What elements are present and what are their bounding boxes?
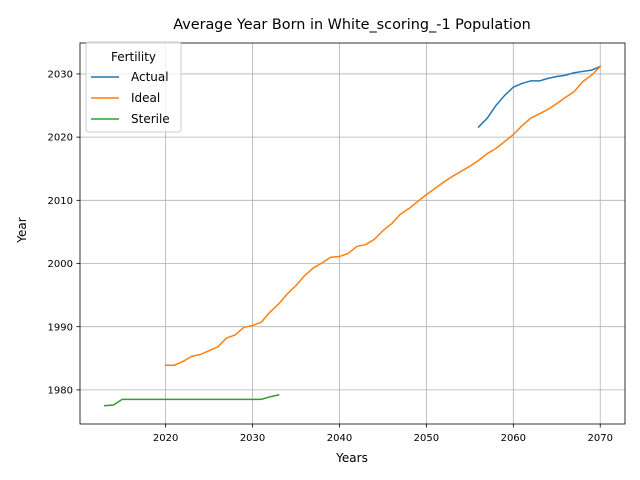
- series-line-actual: [477, 65, 602, 129]
- y-axis: 1980 1990 2000 2010 2020 2030: [48, 70, 80, 396]
- y-tick-label: 1980: [48, 385, 73, 396]
- x-axis: 2020 2030 2040 2050 2060 2070: [153, 424, 613, 444]
- x-tick-label: 2070: [588, 433, 613, 444]
- series-line-sterile: [103, 394, 280, 407]
- x-axis-label: Years: [335, 451, 368, 465]
- series-line-ideal: [164, 65, 602, 366]
- chart-title: Average Year Born in White_scoring_-1 Po…: [173, 17, 531, 33]
- y-tick-label: 2030: [48, 70, 73, 81]
- legend-title: Fertility: [111, 50, 156, 64]
- x-tick-label: 2030: [240, 433, 265, 444]
- x-tick-label: 2040: [327, 433, 352, 444]
- legend-label-ideal: Ideal: [131, 91, 160, 105]
- y-tick-label: 2000: [48, 259, 73, 270]
- gridlines: [80, 43, 625, 424]
- x-tick-label: 2060: [501, 433, 526, 444]
- legend-frame: [85, 41, 182, 133]
- series-layer: [103, 65, 602, 407]
- x-tick-label: 2020: [153, 433, 178, 444]
- y-tick-label: 1990: [48, 322, 73, 333]
- plot-frame: [79, 42, 626, 425]
- legend-label-actual: Actual: [131, 70, 169, 84]
- y-axis-label: Year: [15, 217, 29, 243]
- legend: Fertility Actual Ideal Sterile: [85, 41, 182, 133]
- y-tick-label: 2010: [48, 196, 73, 207]
- y-tick-label: 2020: [48, 133, 73, 144]
- legend-items: Actual Ideal Sterile: [91, 70, 170, 126]
- x-tick-label: 2050: [414, 433, 439, 444]
- legend-label-sterile: Sterile: [131, 112, 170, 126]
